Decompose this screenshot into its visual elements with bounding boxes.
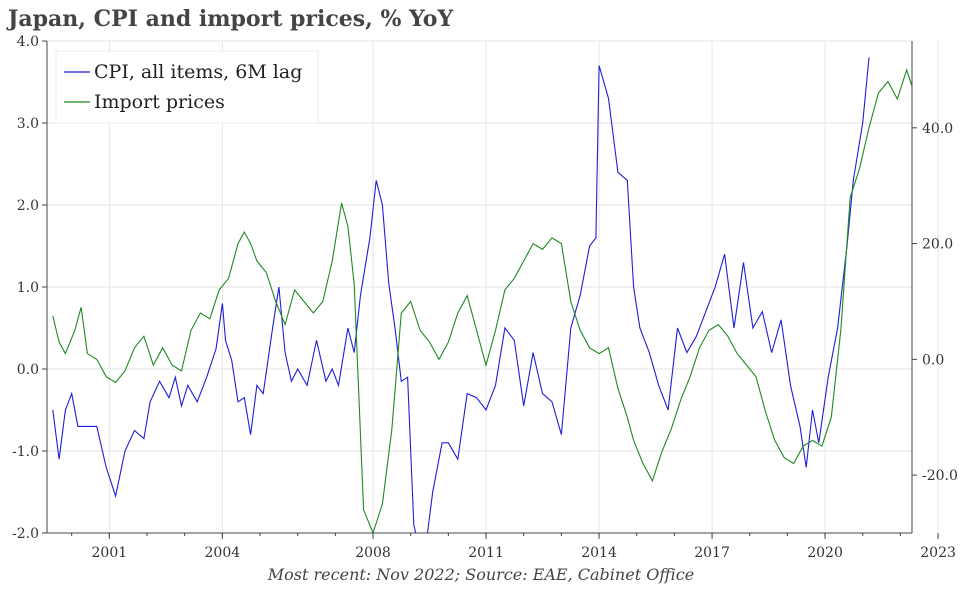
tick-label-x: 2017 [694,545,730,561]
tick-label-x: 2004 [205,545,241,561]
series-line-import-prices [52,68,912,533]
source-note: Most recent: Nov 2022; Source: EAE, Cabi… [267,565,695,584]
axes: -2.0 -1.0 0.0 1.0 2.0 3.0 4.0 -20.0 0.0 20.0 40.0 2… [12,34,958,561]
legend-box [55,50,319,124]
tick-label-right: 20.0 [922,237,953,253]
tick-label-x: 2020 [807,545,843,561]
legend: CPI, all items, 6M lag Import prices [55,50,319,124]
tick-label-left: -2.0 [12,526,39,542]
tick-label-x: 2001 [92,545,128,561]
tick-label-x: 2023 [920,545,956,561]
tick-label-left: 0.0 [17,362,39,378]
tick-label-left: -1.0 [12,444,39,460]
chart-title: Japan, CPI and import prices, % YoY [8,6,454,32]
tick-label-right: 0.0 [922,352,944,368]
legend-label-cpi: CPI, all items, 6M lag [94,61,302,83]
tick-label-x: 2011 [468,545,504,561]
tick-label-left: 3.0 [17,116,39,132]
legend-label-import-prices: Import prices [94,91,225,113]
tick-label-right: 40.0 [922,121,953,137]
tick-label-left: 4.0 [17,34,39,50]
tick-label-left: 1.0 [17,280,39,296]
series-line-cpi [52,57,870,533]
tick-label-x: 2014 [581,545,617,561]
tick-label-left: 2.0 [17,198,39,214]
tick-label-right: -20.0 [922,468,958,484]
tick-label-x: 2008 [355,545,391,561]
series-lines [52,57,912,533]
